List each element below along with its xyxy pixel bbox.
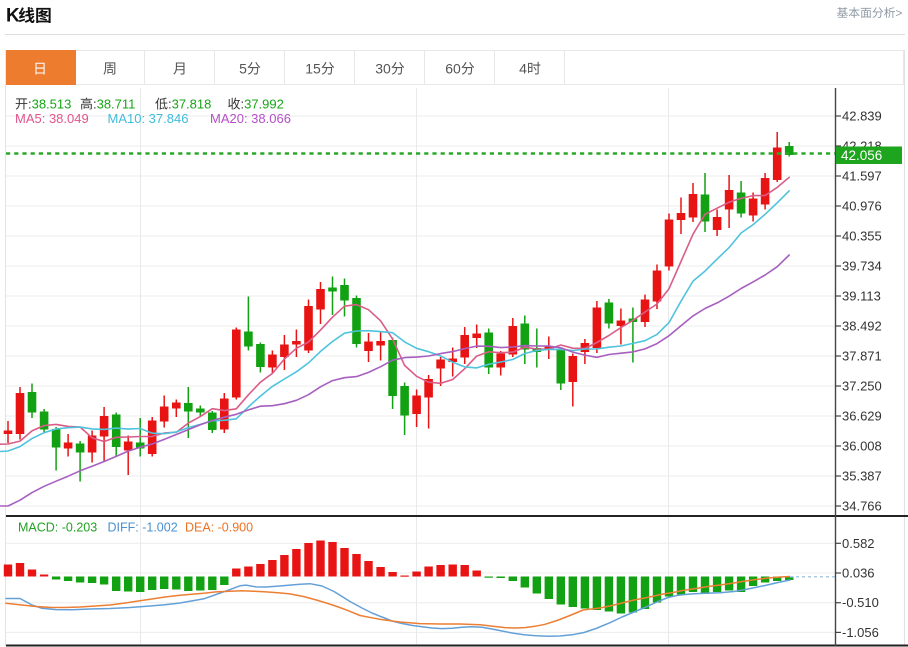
svg-text:37.992: 37.992 — [244, 97, 284, 112]
svg-text:37.250: 37.250 — [842, 379, 882, 394]
svg-text:MACD: -0.203: MACD: -0.203 — [18, 521, 97, 535]
svg-text:39.734: 39.734 — [842, 259, 882, 274]
svg-text:40.976: 40.976 — [842, 199, 882, 214]
svg-text:42.056: 42.056 — [841, 148, 882, 163]
svg-text:38.492: 38.492 — [842, 319, 882, 334]
svg-text:36.008: 36.008 — [842, 439, 882, 454]
svg-text:>: > — [896, 6, 903, 20]
svg-text:0.036: 0.036 — [842, 566, 875, 581]
svg-text:36.629: 36.629 — [842, 409, 882, 424]
svg-text:41.597: 41.597 — [842, 169, 882, 184]
svg-text:-0.510: -0.510 — [842, 595, 879, 610]
svg-text:DEA: -0.900: DEA: -0.900 — [185, 521, 253, 535]
svg-text:MA10: 37.846: MA10: 37.846 — [108, 111, 189, 126]
svg-text:35.387: 35.387 — [842, 469, 882, 484]
svg-text:4: 4 — [519, 61, 527, 77]
svg-text:37.818: 37.818 — [172, 97, 212, 112]
svg-text:15: 15 — [305, 61, 321, 77]
svg-text::: : — [241, 97, 245, 112]
svg-text:40.355: 40.355 — [842, 229, 882, 244]
svg-text:0.582: 0.582 — [842, 536, 875, 551]
svg-text:-1.056: -1.056 — [842, 625, 879, 640]
svg-text:39.113: 39.113 — [842, 289, 881, 304]
svg-text:DIFF: -1.002: DIFF: -1.002 — [108, 521, 178, 535]
svg-text:38.711: 38.711 — [97, 97, 136, 112]
svg-text:30: 30 — [375, 61, 391, 77]
svg-text:42.839: 42.839 — [842, 109, 882, 124]
svg-text:38.513: 38.513 — [32, 97, 72, 112]
svg-text:MA20: 38.066: MA20: 38.066 — [210, 111, 291, 126]
svg-text:37.871: 37.871 — [842, 349, 882, 364]
svg-text::: : — [168, 97, 172, 112]
svg-text::: : — [28, 97, 32, 112]
svg-text::: : — [93, 97, 97, 112]
svg-text:60: 60 — [445, 61, 461, 77]
svg-text:34.766: 34.766 — [842, 499, 882, 514]
svg-text:K: K — [6, 6, 20, 27]
svg-text:MA5: 38.049: MA5: 38.049 — [15, 111, 89, 126]
svg-text:5: 5 — [239, 61, 247, 77]
